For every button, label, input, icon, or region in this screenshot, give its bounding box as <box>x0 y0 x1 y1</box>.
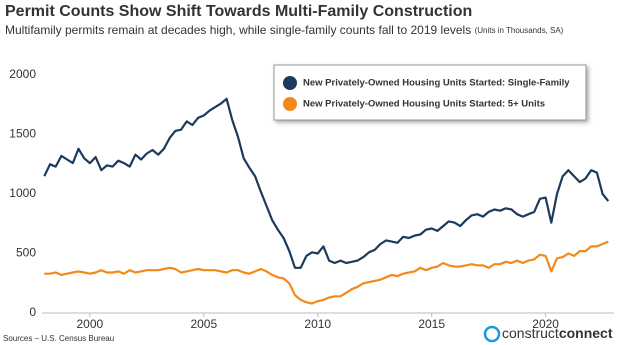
x-tick-label: 2005 <box>190 317 217 331</box>
source: Sources – U.S. Census Bureau <box>3 334 114 343</box>
subtitle: Multifamily permits remain at decades hi… <box>5 23 564 37</box>
logo: constructconnect <box>502 325 613 341</box>
legend-label: New Privately-Owned Housing Units Starte… <box>303 99 545 110</box>
y-tick-label: 1500 <box>9 127 36 141</box>
x-tick-label: 2000 <box>77 317 104 331</box>
logo-light: construct <box>502 325 559 341</box>
y-tick-label: 2000 <box>9 67 36 81</box>
x-tick-label: 2010 <box>304 317 331 331</box>
logo-bold: connect <box>559 325 613 341</box>
legend-label: New Privately-Owned Housing Units Starte… <box>303 78 570 89</box>
plot: 0 500 1000 1500 2000 2000 2005 2010 2015 2020 <box>9 67 610 331</box>
series-line <box>44 240 609 305</box>
x-tick-label: 2015 <box>418 317 445 331</box>
units-note: (Units in Thousands, SA) <box>475 26 564 35</box>
logo-icon <box>483 325 501 343</box>
x-tick-label: 2020 <box>532 317 559 331</box>
y-tick-label: 500 <box>16 246 36 260</box>
legend-box <box>273 64 587 121</box>
y-tick-label: 1000 <box>9 186 36 200</box>
legend: New Privately-Owned Housing Units Starte… <box>283 76 570 111</box>
series-line <box>43 97 610 269</box>
chart-title: Permit Counts Show Shift Towards Multi-F… <box>5 3 472 20</box>
y-tick-label: 0 <box>29 305 36 319</box>
legend-marker <box>283 97 297 111</box>
legend-marker <box>283 76 297 90</box>
subtitle-text: Multifamily permits remain at decades hi… <box>5 23 471 37</box>
